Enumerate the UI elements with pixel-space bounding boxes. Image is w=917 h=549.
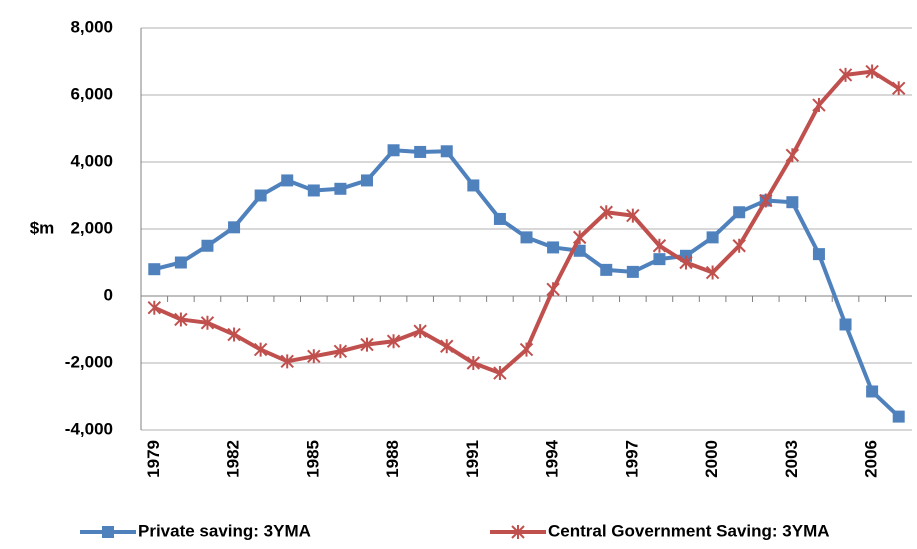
data-point [520,231,533,244]
legend-label: Private saving: 3YMA [138,521,311,540]
x-tick-label: 1985 [303,440,322,478]
data-point [547,241,560,254]
data-point [174,312,188,327]
data-point [253,342,268,357]
data-point [839,318,852,331]
data-point [573,244,586,257]
data-point [307,349,321,364]
data-point [281,174,294,187]
legend-marker [102,526,114,538]
data-point [466,356,481,370]
x-tick-label: 2000 [702,440,721,478]
data-point [812,248,825,261]
data-point [413,324,427,339]
legend-label: Central Government Saving: 3YMA [548,521,830,540]
data-point [705,265,720,280]
y-tick-label: 2,000 [70,218,113,237]
data-point [838,67,853,82]
data-point [493,212,506,225]
data-point [626,208,640,223]
data-point [387,144,400,157]
data-point [706,231,719,244]
data-point [201,239,214,252]
data-point [386,334,401,349]
data-point [892,410,905,423]
data-point [652,238,667,253]
data-point [334,182,347,195]
data-point [333,344,348,359]
data-point [865,64,879,79]
y-tick-label: 6,000 [70,84,113,103]
data-point [414,145,427,158]
data-point [572,230,587,245]
data-point [600,263,613,276]
data-point [732,238,746,253]
data-point [599,205,613,220]
data-point [733,206,746,219]
data-point [174,256,187,269]
x-tick-label: 1988 [383,440,402,478]
data-point [519,342,534,357]
data-point [467,179,480,192]
legend-marker [511,525,525,539]
data-point [360,337,374,352]
data-point [280,354,294,369]
data-point [785,148,800,163]
data-point [200,315,215,330]
data-point [653,253,666,266]
data-point [147,300,162,315]
x-tick-label: 2006 [862,440,881,478]
y-axis-label: $m [30,218,55,237]
data-point [440,145,453,158]
data-point [679,255,693,270]
data-point [546,282,560,297]
data-point [493,366,507,381]
data-point [891,81,906,96]
y-tick-label: 4,000 [70,151,113,170]
data-point [786,196,799,209]
x-tick-label: 1991 [463,440,482,478]
x-tick-label: 1997 [622,440,641,478]
series-line [153,69,900,376]
data-point [307,184,320,197]
data-point [254,189,267,202]
x-tick-label: 1979 [144,440,163,478]
x-tick-label: 2003 [782,440,801,478]
data-point [360,174,373,187]
data-point [148,263,161,276]
x-tick-label: 1994 [543,439,562,477]
x-tick-label: 1982 [224,440,243,478]
y-tick-label: -2,000 [65,352,113,371]
data-point [228,221,241,234]
y-tick-label: 0 [104,285,113,304]
y-tick-label: 8,000 [70,17,113,36]
data-point [626,265,639,278]
data-point [866,385,879,398]
y-tick-label: -4,000 [65,419,113,438]
data-point [759,193,773,208]
data-point [227,327,241,342]
data-point [812,98,826,113]
data-point [440,339,454,354]
